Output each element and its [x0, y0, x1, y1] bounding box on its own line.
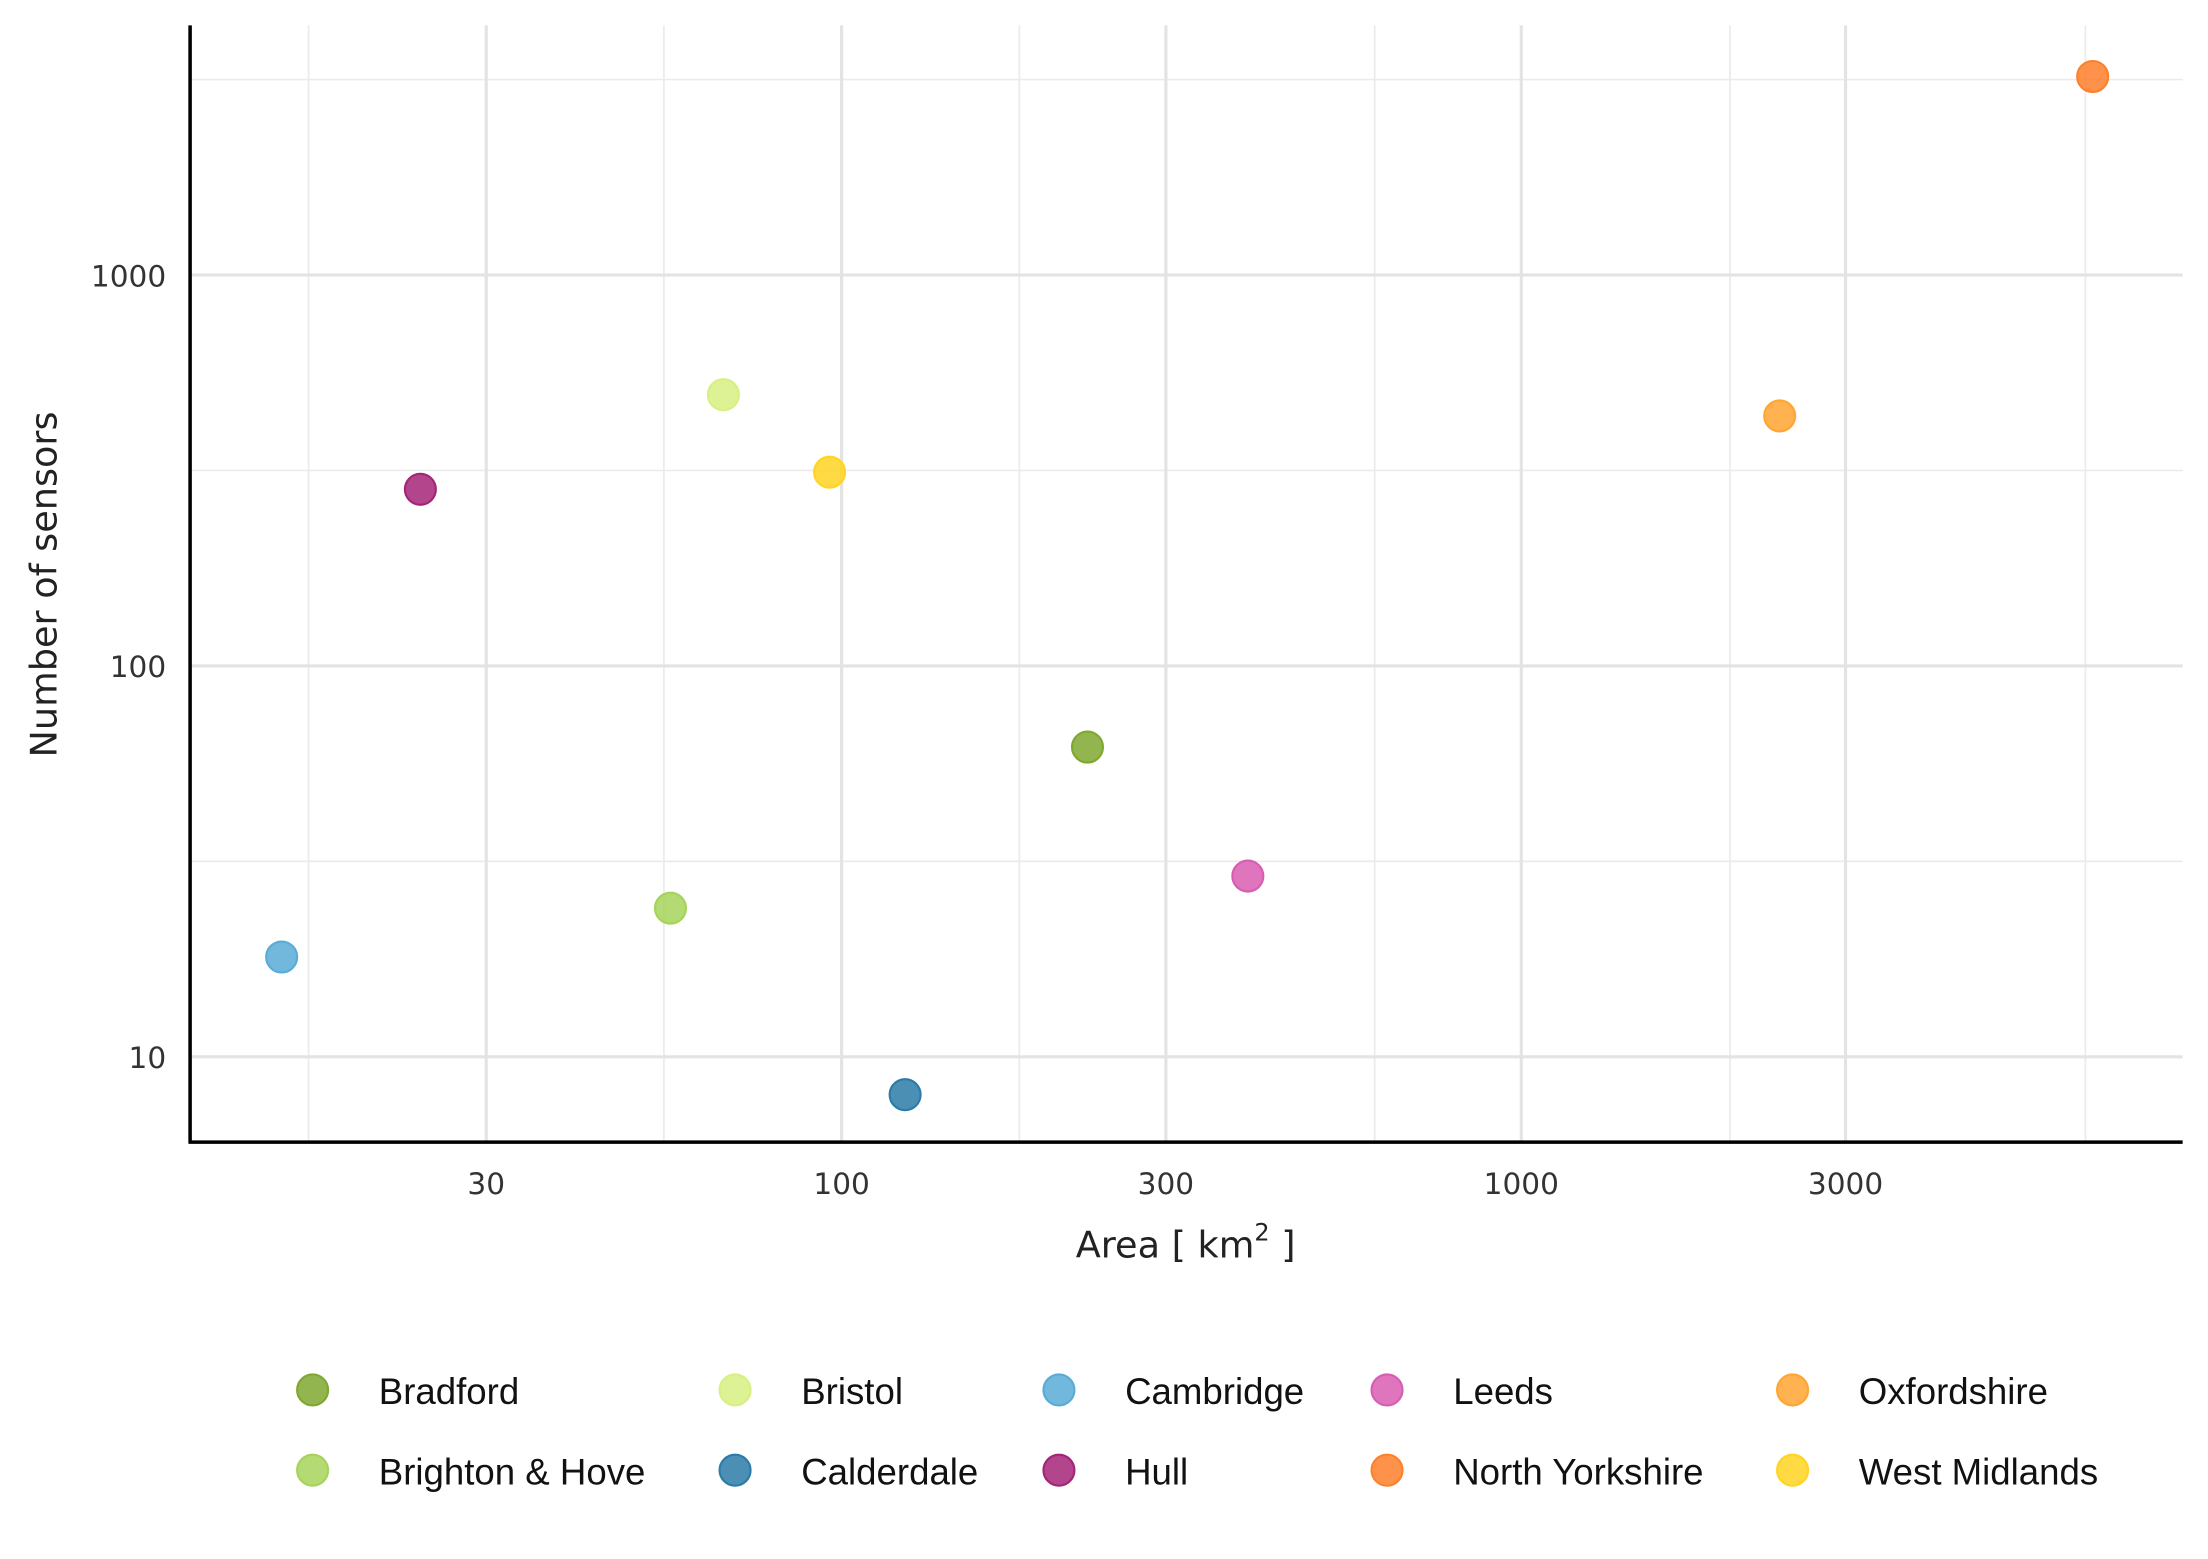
data-point-bristol: [706, 378, 740, 412]
legend-label: North Yorkshire: [1453, 1451, 1703, 1492]
x-tick-label: 300: [1138, 1167, 1194, 1201]
legend-label: Oxfordshire: [1859, 1371, 2048, 1412]
x-tick-label: 30: [467, 1167, 505, 1201]
legend-label: Bristol: [801, 1371, 903, 1412]
y-tick-label: 100: [110, 650, 166, 684]
data-point-cambridge: [265, 940, 299, 974]
legend-label: Hull: [1125, 1451, 1188, 1492]
legend-key: [1370, 1373, 1404, 1407]
legend-key: [296, 1453, 330, 1487]
data-point-brighton-hove: [653, 891, 688, 925]
points: [265, 59, 2110, 1112]
legend-label: Bradford: [379, 1371, 519, 1412]
x-tick-label: 3000: [1808, 1167, 1883, 1201]
legend-item: Oxfordshire: [1776, 1371, 2048, 1412]
legend-item: Leeds: [1370, 1371, 1553, 1412]
legend-item: West Midlands: [1776, 1451, 2098, 1492]
grid: [190, 25, 2183, 1144]
y-tick-label: 10: [129, 1041, 167, 1075]
legend-key: [1370, 1453, 1404, 1487]
legend-item: Cambridge: [1042, 1371, 1304, 1412]
legend-item: Calderdale: [718, 1451, 978, 1492]
x-tick-label: 100: [813, 1167, 869, 1201]
legend-item: Brighton & Hove: [296, 1451, 646, 1492]
x-tick-label: 1000: [1484, 1167, 1559, 1201]
legend-key: [1042, 1453, 1076, 1487]
legend-label: Calderdale: [801, 1451, 978, 1492]
data-point-leeds: [1231, 859, 1265, 893]
legend-item: Bradford: [296, 1371, 519, 1412]
data-point-oxfordshire: [1763, 399, 1797, 433]
data-point-north-yorkshire: [2076, 59, 2110, 94]
tick-labels: 30 100 300 1000 3000 10 100 1000: [91, 259, 1883, 1201]
legend-item: Hull: [1042, 1451, 1188, 1492]
legend-item: Bristol: [718, 1371, 903, 1412]
data-point-calderdale: [888, 1078, 922, 1112]
legend-item: North Yorkshire: [1370, 1451, 1704, 1492]
legend-key: [718, 1453, 752, 1487]
legend-key: [1776, 1453, 1810, 1487]
legend: Bradford Brighton & Hove Bristol Calderdale…: [296, 1371, 2098, 1492]
data-point-west-midlands: [813, 455, 847, 489]
x-axis-label: Area [ km2 ]: [1076, 1219, 1296, 1267]
legend-label: Brighton & Hove: [379, 1451, 646, 1492]
legend-key: [1042, 1373, 1076, 1407]
data-point-bradford: [1070, 730, 1105, 764]
y-tick-label: 1000: [91, 259, 166, 293]
legend-key: [1776, 1373, 1810, 1407]
legend-label: Leeds: [1453, 1371, 1553, 1412]
legend-key: [296, 1373, 330, 1407]
data-point-hull: [403, 472, 437, 506]
y-axis-label: Number of sensors: [22, 411, 65, 757]
legend-key: [718, 1373, 752, 1407]
legend-label: Cambridge: [1125, 1371, 1304, 1412]
legend-label: West Midlands: [1859, 1451, 2098, 1492]
